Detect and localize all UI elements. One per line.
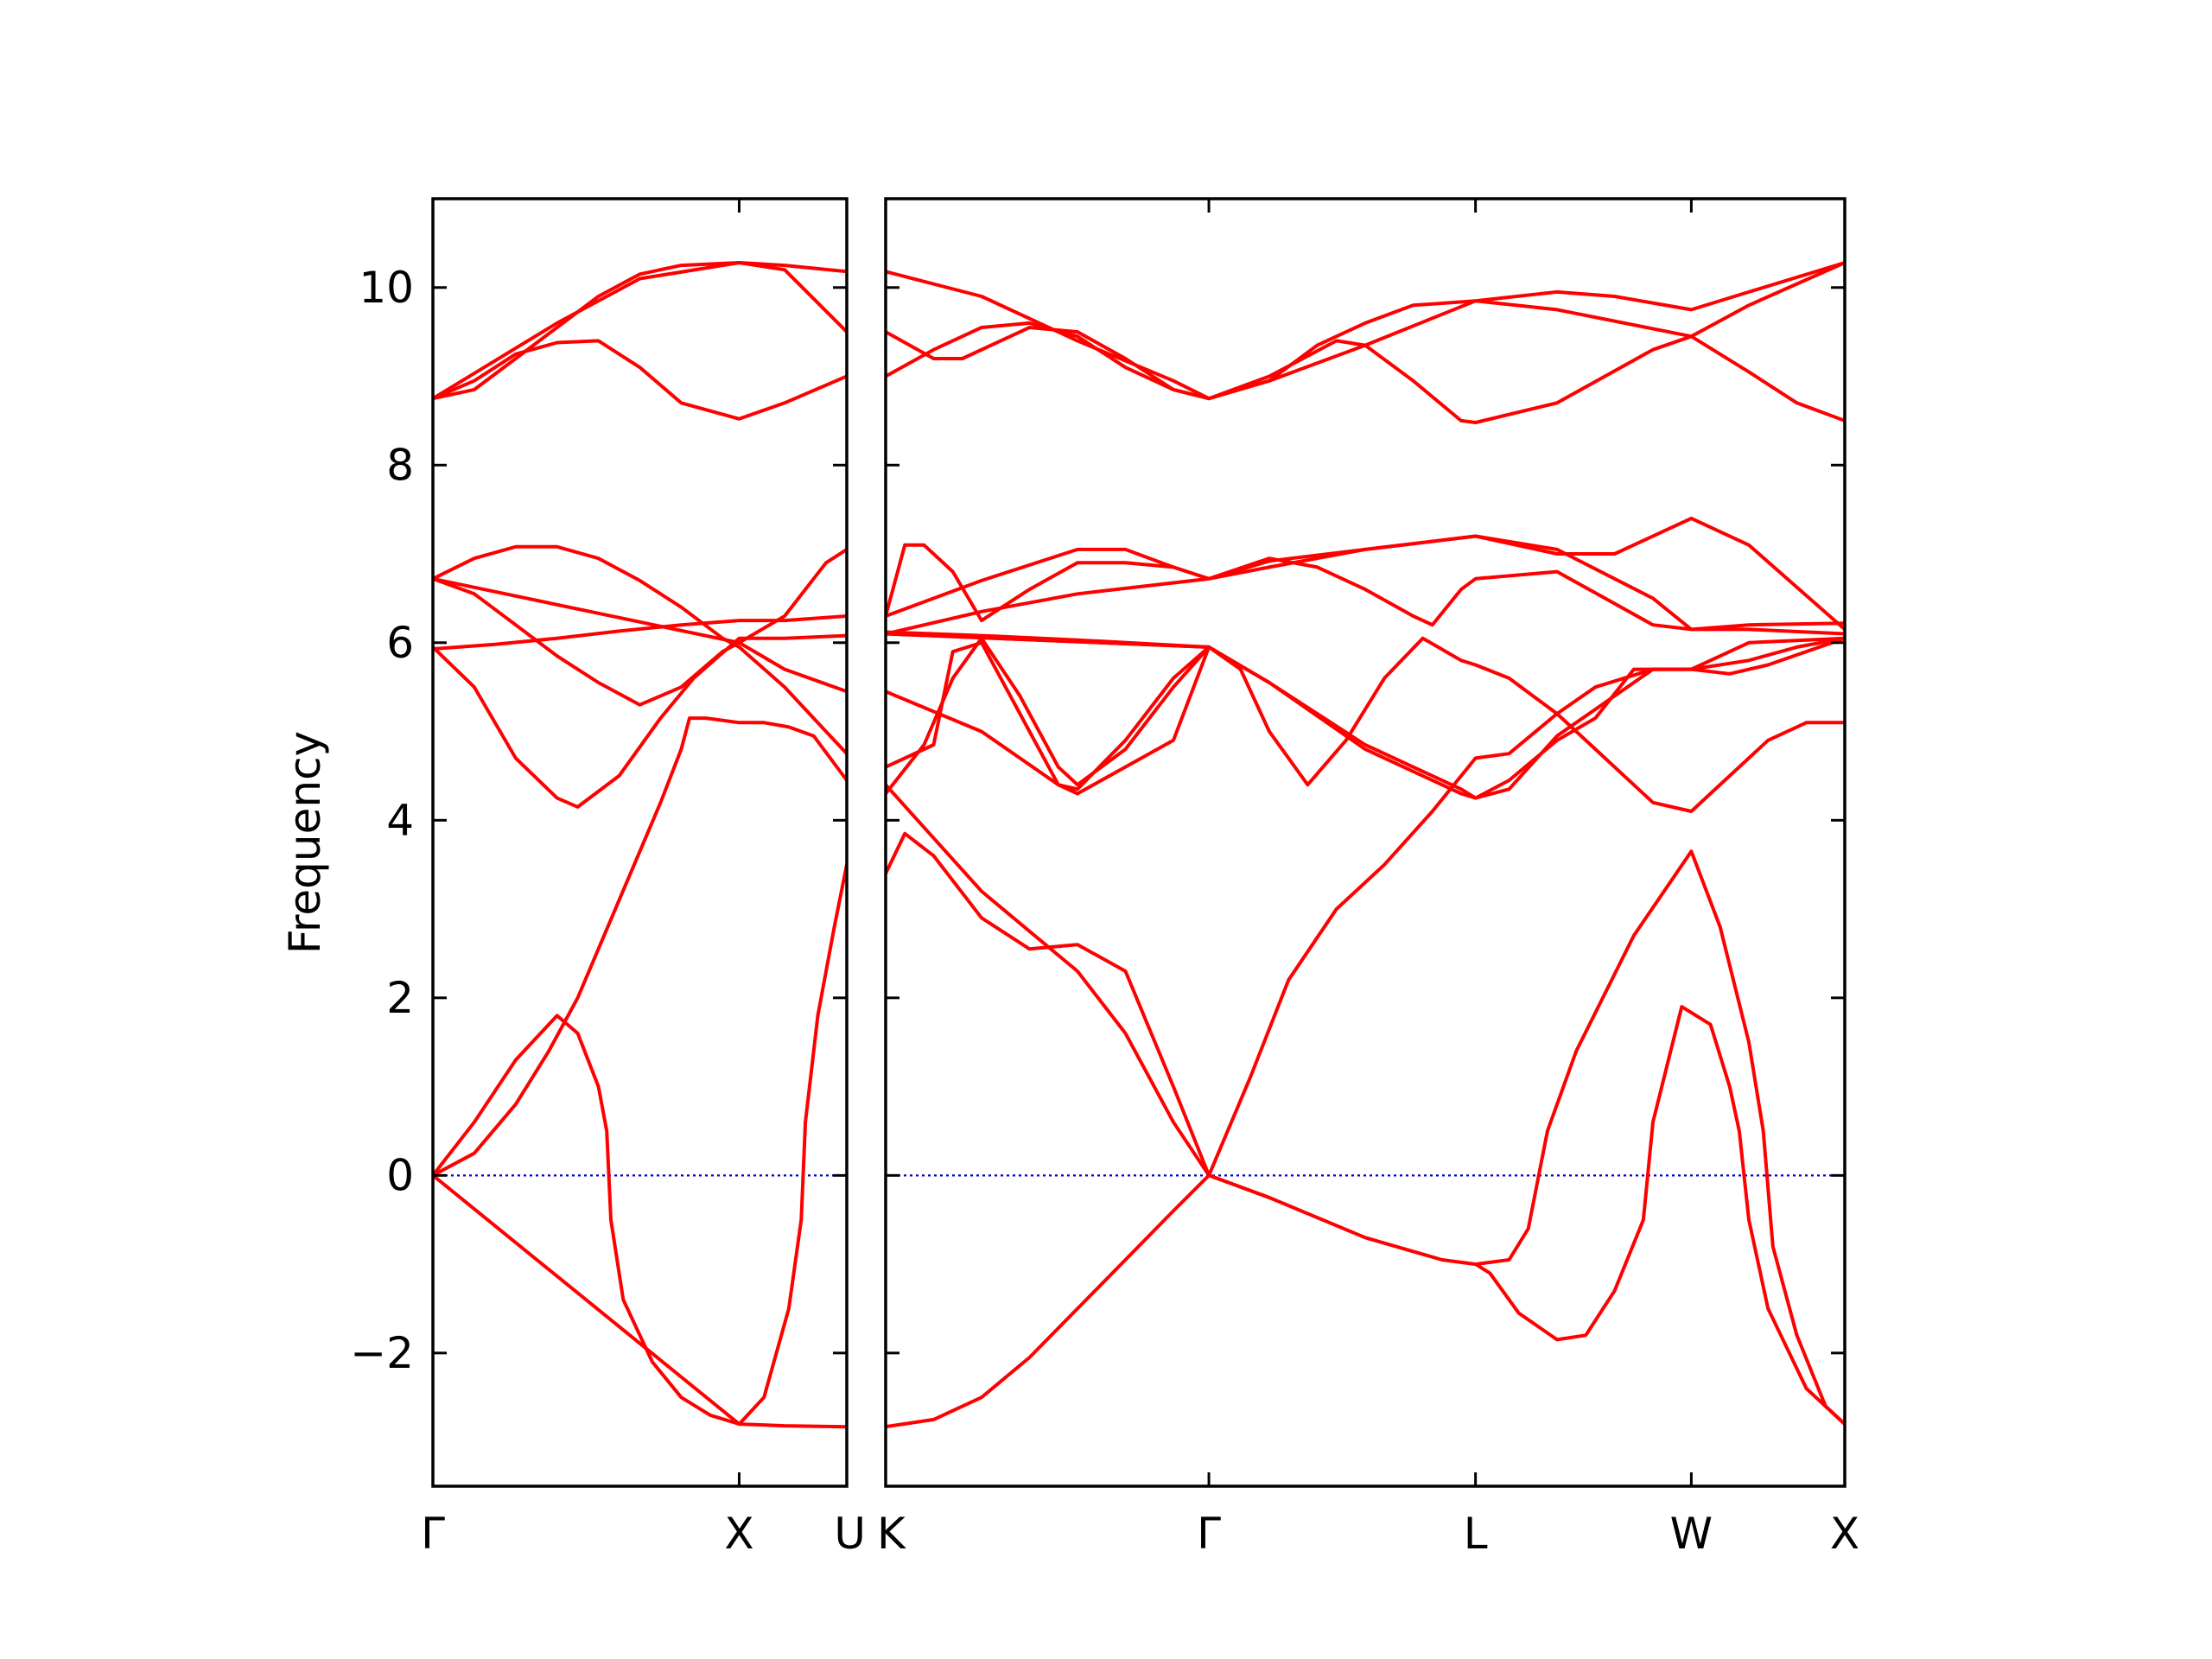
x-tick-label: Γ [1197, 1509, 1221, 1559]
band-line-11 [886, 630, 1211, 649]
band-line-14 [886, 534, 1845, 636]
band-line-8 [433, 576, 847, 694]
band-line-9 [433, 261, 847, 401]
x-tick-label: U [834, 1509, 866, 1559]
band-series-group [886, 261, 1845, 1429]
x-tick-label: W [1670, 1509, 1713, 1559]
y-axis-label: Frequency [280, 731, 330, 954]
band-series-group [433, 261, 847, 1429]
band-line-7 [433, 544, 847, 756]
panel-gamma-x-u: −2 0 2 4 6 8 10 Γ X U [350, 197, 866, 1559]
x-tick-label: K [877, 1509, 906, 1559]
band-line-7 [886, 640, 1211, 791]
band-line-5 [1473, 1005, 1845, 1427]
band-line-3 [433, 1173, 847, 1429]
y-tick-label: 10 [359, 263, 414, 313]
band-line-4 [1207, 1173, 1271, 1199]
band-line-13 [886, 516, 1845, 632]
axes-frame [431, 197, 849, 1488]
band-line-10 [433, 339, 847, 421]
x-tick-label: X [1830, 1509, 1859, 1559]
axes-frame [884, 197, 1847, 1488]
band-line-6 [886, 636, 1845, 813]
x-tick-label: X [724, 1509, 753, 1559]
y-tick-label: 6 [386, 618, 414, 668]
y-tick-label: 8 [386, 440, 414, 490]
band-line-4 [433, 633, 847, 809]
band-line-16 [886, 326, 1845, 424]
y-tick-label: −2 [350, 1328, 414, 1378]
band-line-2 [886, 636, 1845, 1178]
x-tick-label: L [1464, 1509, 1488, 1559]
y-tick-label: 2 [386, 973, 414, 1023]
x-tick-label: Γ [421, 1509, 445, 1559]
band-line-6 [433, 547, 847, 707]
band-line-1 [886, 849, 1845, 1429]
y-tick-label: 0 [386, 1150, 414, 1200]
y-tick-label: 4 [386, 795, 414, 845]
band-line-17 [886, 261, 1845, 401]
band-line-2 [433, 716, 847, 1178]
band-line-8 [886, 645, 1211, 796]
band-line-11 [433, 261, 847, 401]
band-line-3 [886, 783, 1211, 1178]
band-line-12 [886, 543, 1845, 632]
band-line-1 [433, 862, 847, 1427]
band-line-10 [886, 632, 1845, 800]
